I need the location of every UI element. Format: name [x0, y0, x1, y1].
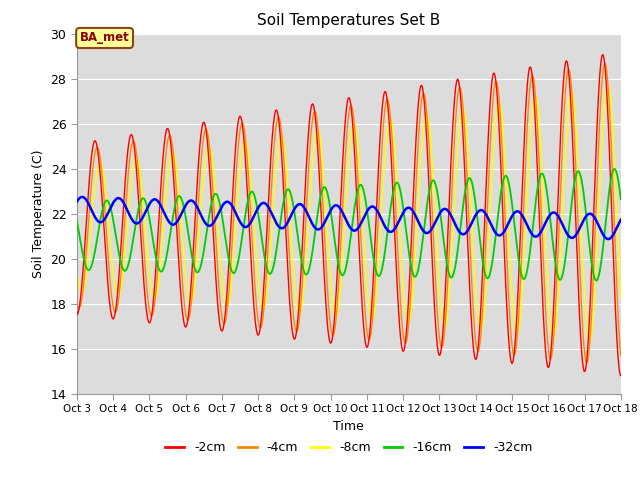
-8cm: [135, 161, 143, 167]
-8cm: [305, 213, 313, 218]
Text: BA_met: BA_met: [80, 32, 129, 45]
-16cm: [135, 204, 143, 210]
-4cm: [583, 360, 591, 366]
-2cm: [73, 312, 81, 318]
Line: -8cm: -8cm: [77, 85, 621, 341]
-4cm: [548, 354, 556, 360]
-16cm: [167, 225, 175, 231]
-2cm: [282, 222, 289, 228]
-4cm: [607, 126, 614, 132]
-32cm: [617, 217, 625, 223]
-32cm: [73, 199, 81, 204]
-8cm: [73, 266, 81, 272]
-16cm: [73, 218, 81, 224]
Line: -16cm: -16cm: [77, 169, 621, 281]
-16cm: [593, 278, 600, 284]
-8cm: [548, 328, 556, 334]
-16cm: [607, 180, 614, 186]
-2cm: [135, 202, 143, 207]
-4cm: [73, 300, 81, 305]
-8cm: [604, 82, 612, 88]
-8cm: [617, 294, 625, 300]
-32cm: [78, 194, 86, 200]
-2cm: [548, 342, 556, 348]
-2cm: [305, 123, 313, 129]
Line: -2cm: -2cm: [77, 55, 621, 375]
-32cm: [282, 223, 289, 228]
-32cm: [305, 215, 313, 220]
-8cm: [167, 151, 175, 157]
-16cm: [617, 196, 625, 202]
Title: Soil Temperatures Set B: Soil Temperatures Set B: [257, 13, 440, 28]
-2cm: [607, 171, 614, 177]
-32cm: [607, 235, 614, 241]
-32cm: [548, 210, 556, 216]
-8cm: [586, 338, 593, 344]
-8cm: [282, 153, 289, 158]
-2cm: [599, 52, 607, 58]
-32cm: [168, 221, 175, 227]
-16cm: [282, 191, 289, 197]
Line: -32cm: -32cm: [77, 197, 621, 239]
-16cm: [611, 166, 618, 172]
-2cm: [617, 372, 625, 378]
-4cm: [135, 174, 143, 180]
Y-axis label: Soil Temperature (C): Soil Temperature (C): [32, 149, 45, 278]
-4cm: [167, 135, 175, 141]
-16cm: [548, 228, 556, 234]
-16cm: [305, 267, 313, 273]
Line: -4cm: -4cm: [77, 63, 621, 363]
-32cm: [604, 236, 612, 242]
-4cm: [305, 159, 313, 165]
X-axis label: Time: Time: [333, 420, 364, 432]
-4cm: [601, 60, 609, 66]
-4cm: [617, 353, 625, 359]
-4cm: [282, 182, 289, 188]
-2cm: [167, 144, 175, 150]
-8cm: [607, 96, 614, 102]
Legend: -2cm, -4cm, -8cm, -16cm, -32cm: -2cm, -4cm, -8cm, -16cm, -32cm: [160, 436, 538, 459]
-32cm: [135, 220, 143, 226]
